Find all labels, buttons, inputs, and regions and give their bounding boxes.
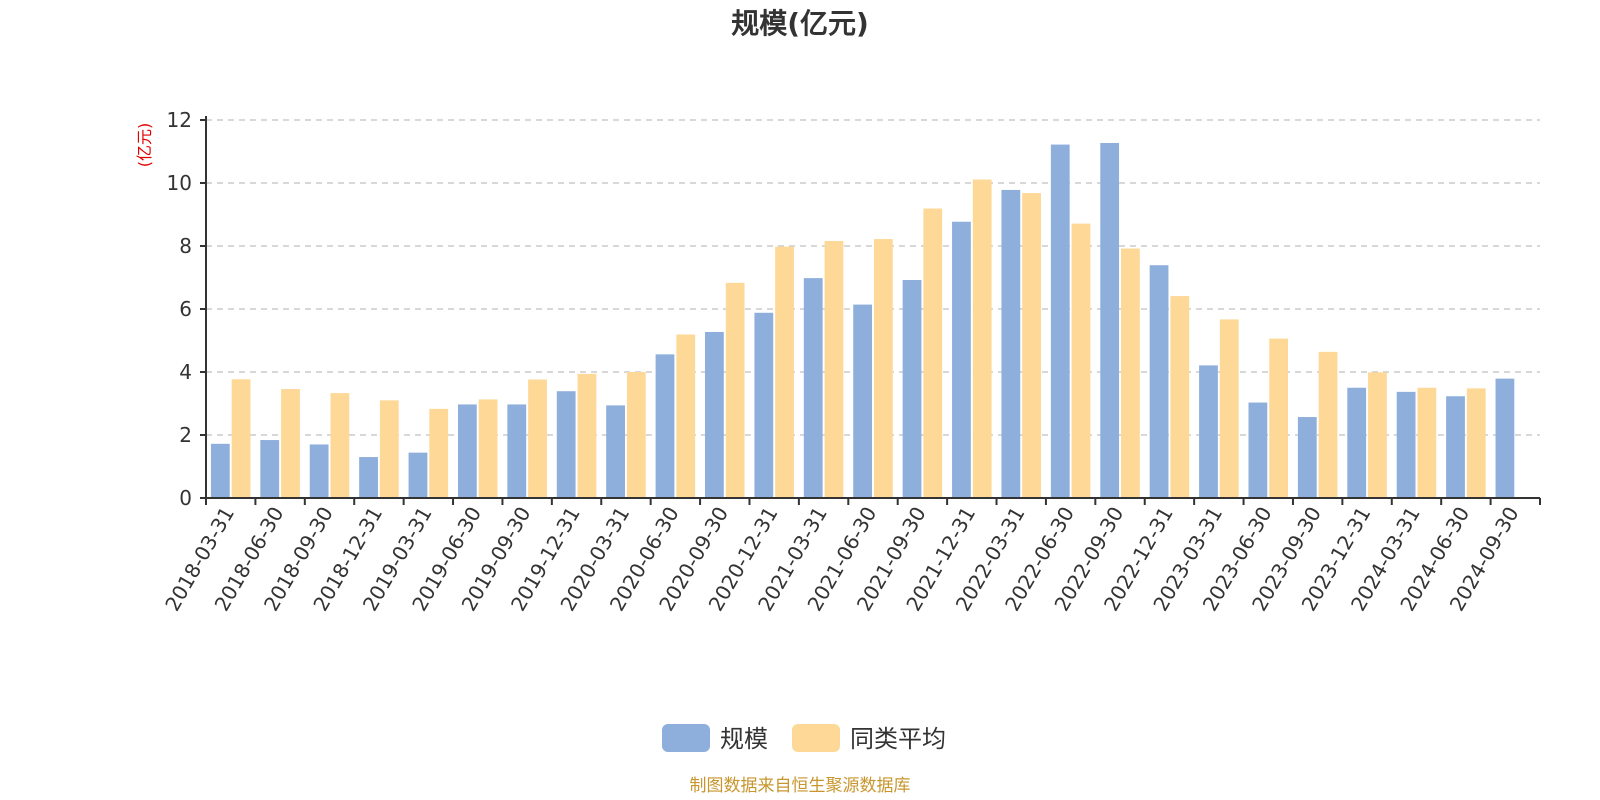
bar-peer-average-2019-12-31 xyxy=(577,373,597,498)
bar-peer-average-2023-03-31 xyxy=(1219,319,1239,498)
bar-peer-average-2018-12-31 xyxy=(379,400,399,498)
bar-peer-average-2022-06-30 xyxy=(1071,223,1091,498)
bar-peer-average-2024-06-30 xyxy=(1466,388,1486,498)
bar-scale-2019-09-30 xyxy=(507,404,527,498)
chart-title: 规模(亿元) xyxy=(731,7,869,40)
bar-peer-average-2019-09-30 xyxy=(528,379,547,498)
bar-peer-average-2023-09-30 xyxy=(1318,351,1338,498)
bar-scale-2022-09-30 xyxy=(1100,142,1120,498)
bar-peer-average-2021-09-30 xyxy=(923,208,943,498)
y-axis-unit-label: (亿元) xyxy=(135,123,154,168)
bars xyxy=(210,142,1515,498)
bar-peer-average-2020-09-30 xyxy=(725,282,745,498)
bar-scale-2022-12-31 xyxy=(1149,265,1169,498)
bar-scale-2021-12-31 xyxy=(952,221,971,498)
bar-peer-average-2022-12-31 xyxy=(1170,296,1190,498)
bar-scale-2020-09-30 xyxy=(705,331,724,498)
legend-swatch-peer-average xyxy=(792,724,840,752)
bar-scale-2023-06-30 xyxy=(1248,402,1268,498)
x-axis-ticks: 2018-03-312018-06-302018-09-302018-12-31… xyxy=(160,498,1541,615)
y-tick-label: 0 xyxy=(179,486,192,510)
bar-peer-average-2021-03-31 xyxy=(824,240,844,498)
bar-scale-2022-03-31 xyxy=(1001,189,1021,498)
legend-swatch-scale xyxy=(662,724,710,752)
bar-scale-2023-09-30 xyxy=(1297,417,1317,498)
source-note: 制图数据来自恒生聚源数据库 xyxy=(690,776,911,796)
bar-peer-average-2019-06-30 xyxy=(478,399,498,498)
y-axis-ticks: 0 2 4 6 8 10 12 xyxy=(167,108,206,510)
y-tick-label: 12 xyxy=(167,108,192,132)
bar-scale-2020-12-31 xyxy=(754,312,774,498)
bar-peer-average-2021-06-30 xyxy=(873,239,893,498)
bar-peer-average-2018-03-31 xyxy=(231,379,251,498)
legend-label-scale: 规模 xyxy=(720,725,768,753)
y-tick-label: 4 xyxy=(179,360,192,384)
y-tick-label: 10 xyxy=(167,171,192,195)
bar-scale-2019-03-31 xyxy=(408,452,428,498)
bar-scale-2018-06-30 xyxy=(260,440,280,498)
bar-peer-average-2021-12-31 xyxy=(972,179,992,498)
bar-scale-2021-06-30 xyxy=(853,304,873,498)
bar-peer-average-2020-03-31 xyxy=(626,372,646,498)
bar-scale-2024-09-30 xyxy=(1495,378,1515,498)
bar-scale-2023-03-31 xyxy=(1199,365,1218,498)
bar-scale-2020-03-31 xyxy=(606,405,625,498)
axes xyxy=(205,116,1540,499)
legend-label-peer-average: 同类平均 xyxy=(850,725,946,753)
bar-scale-2018-12-31 xyxy=(359,457,378,498)
bar-scale-2018-03-31 xyxy=(210,443,230,498)
bar-scale-2023-12-31 xyxy=(1347,387,1367,498)
bar-peer-average-2018-06-30 xyxy=(281,389,300,498)
bar-peer-average-2023-06-30 xyxy=(1269,338,1289,498)
y-tick-label: 2 xyxy=(179,423,192,447)
bar-scale-2019-06-30 xyxy=(457,404,477,498)
y-tick-label: 8 xyxy=(179,234,192,258)
bar-peer-average-2020-12-31 xyxy=(775,246,794,498)
bar-peer-average-2023-12-31 xyxy=(1368,372,1387,498)
bar-scale-2024-03-31 xyxy=(1396,391,1416,498)
bar-peer-average-2018-09-30 xyxy=(330,393,350,498)
grid-lines xyxy=(206,119,1540,436)
bar-scale-2019-12-31 xyxy=(556,391,576,498)
bar-scale-2024-06-30 xyxy=(1446,396,1465,498)
bar-scale-2020-06-30 xyxy=(655,354,675,498)
bar-peer-average-2019-03-31 xyxy=(429,408,449,498)
bar-peer-average-2022-03-31 xyxy=(1022,193,1041,498)
bar-peer-average-2024-03-31 xyxy=(1417,387,1437,498)
bar-peer-average-2020-06-30 xyxy=(676,334,696,498)
bar-peer-average-2022-09-30 xyxy=(1121,248,1140,498)
bar-scale-2018-09-30 xyxy=(309,444,329,498)
legend: 规模 同类平均 xyxy=(662,724,946,753)
y-tick-label: 6 xyxy=(179,297,192,321)
bar-scale-2022-06-30 xyxy=(1050,144,1070,498)
bar-scale-2021-09-30 xyxy=(902,280,922,498)
bar-scale-2021-03-31 xyxy=(803,278,823,498)
